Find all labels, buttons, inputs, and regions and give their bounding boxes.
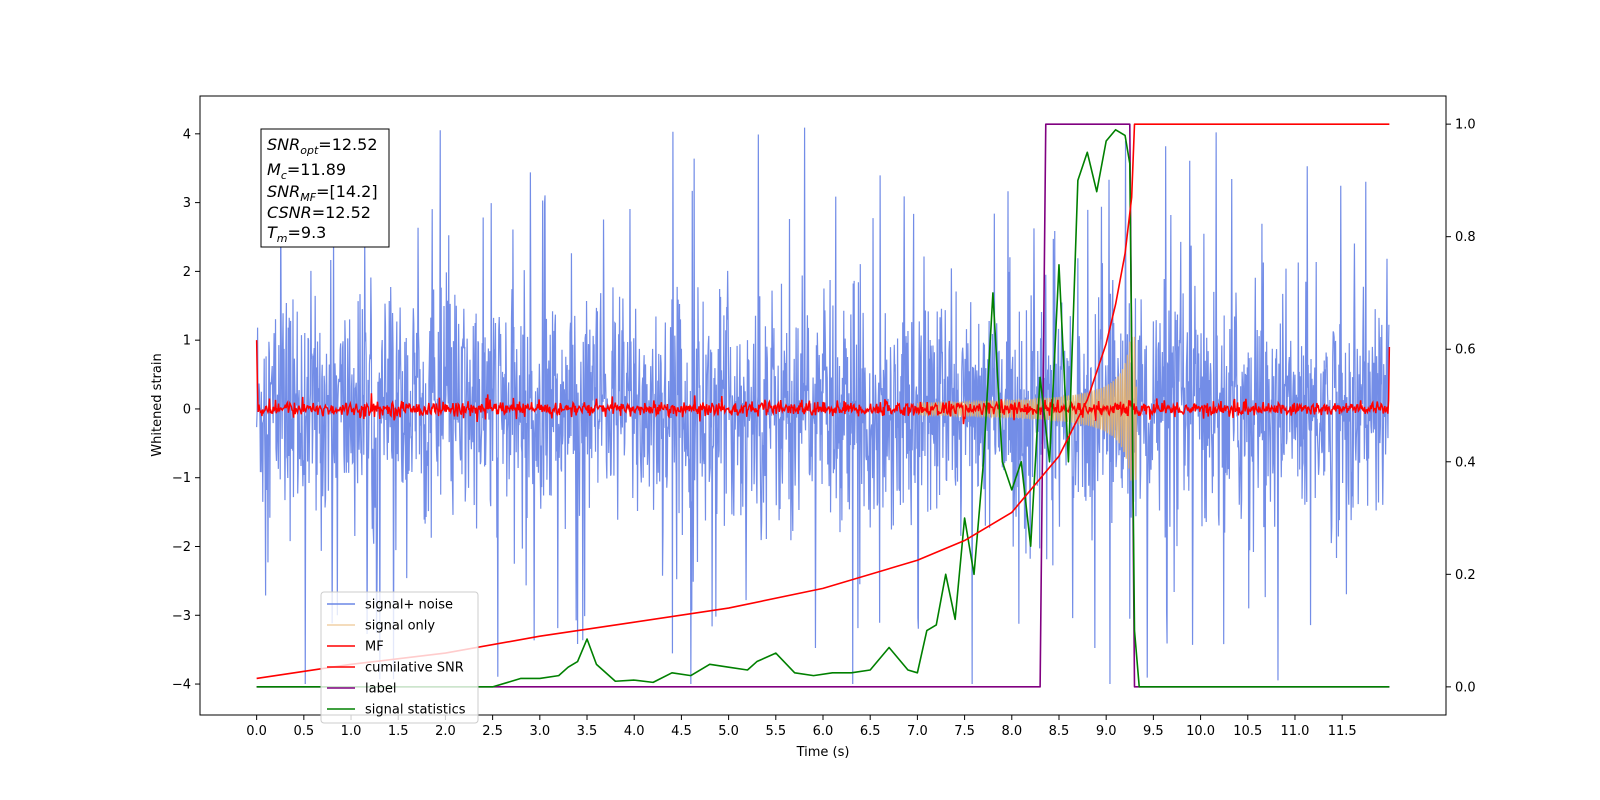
annotation-snr-opt: SNRopt=12.52	[267, 135, 378, 157]
y-tick-label: −4	[172, 678, 191, 693]
x-tick-label: 5.5	[765, 724, 786, 739]
y-tick-label: 1	[183, 334, 191, 349]
x-tick-label: 9.0	[1096, 724, 1117, 739]
x-tick-label: 1.0	[341, 724, 362, 739]
legend-label: label	[365, 682, 396, 697]
annotation-mc: Mc=11.89	[267, 160, 346, 182]
legend-label: signal+ noise	[365, 598, 453, 613]
y2-tick-label: 1.0	[1455, 118, 1476, 133]
x-tick-label: 7.0	[907, 724, 928, 739]
x-tick-label: 6.5	[860, 724, 881, 739]
x-tick-label: 9.5	[1143, 724, 1164, 739]
y-tick-label: −3	[172, 609, 191, 624]
y2-tick-label: 0.6	[1455, 343, 1476, 358]
x-tick-label: 3.5	[577, 724, 598, 739]
y-tick-label: 4	[183, 127, 191, 142]
annotation-box: SNRopt=12.52 Mc=11.89 SNRMF=[14.2] CSNR=…	[260, 128, 390, 248]
x-tick-label: 11.0	[1280, 724, 1309, 739]
legend-box	[320, 591, 479, 724]
x-tick-label: 3.0	[529, 724, 550, 739]
x-tick-label: 8.0	[1001, 724, 1022, 739]
x-tick-label: 10.5	[1233, 724, 1262, 739]
series-mf	[255, 340, 1391, 425]
y2-tick-label: 0.2	[1455, 568, 1476, 583]
y-tick-label: 2	[183, 265, 191, 280]
x-tick-label: 4.0	[624, 724, 645, 739]
x-tick-label: 0.0	[246, 724, 267, 739]
x-tick-label: 7.5	[954, 724, 975, 739]
y2-tick-label: 0.0	[1455, 680, 1476, 695]
y-tick-label: −2	[172, 540, 191, 555]
annotation-csnr: CSNR=12.52	[267, 203, 371, 222]
series-signal-noise	[256, 127, 1390, 685]
legend-label: cumilative SNR	[365, 661, 464, 676]
x-tick-label: 6.0	[813, 724, 834, 739]
series-signal-statistics	[256, 128, 1390, 688]
annotation-tm: Tm=9.3	[267, 223, 326, 245]
y-tick-label: 3	[183, 196, 191, 211]
x-axis-label: Time (s)	[796, 745, 850, 760]
x-tick-label: 2.0	[435, 724, 456, 739]
x-tick-label: 4.5	[671, 724, 692, 739]
x-tick-label: 11.5	[1328, 724, 1357, 739]
legend-label: MF	[365, 640, 384, 655]
x-tick-label: 8.5	[1049, 724, 1070, 739]
legend-label: signal only	[365, 619, 435, 634]
x-tick-label: 10.0	[1186, 724, 1215, 739]
y-tick-label: −1	[172, 471, 191, 486]
x-tick-label: 0.5	[293, 724, 314, 739]
x-tick-label: 2.5	[482, 724, 503, 739]
series-cumulative-snr	[256, 123, 1390, 680]
y-axis-label: Whitened strain	[150, 353, 165, 456]
series-signal-only	[916, 336, 1137, 481]
y2-tick-label: 0.8	[1455, 230, 1476, 245]
y2-tick-label: 0.4	[1455, 455, 1476, 470]
x-tick-label: 5.0	[718, 724, 739, 739]
x-tick-label: 1.5	[388, 724, 409, 739]
y-tick-label: 0	[183, 402, 191, 417]
legend: signal+ noise signal only MF cumilative SNR…	[320, 591, 479, 724]
annotation-snr-mf: SNRMF=[14.2]	[267, 182, 378, 204]
legend-label: signal statistics	[365, 703, 466, 718]
